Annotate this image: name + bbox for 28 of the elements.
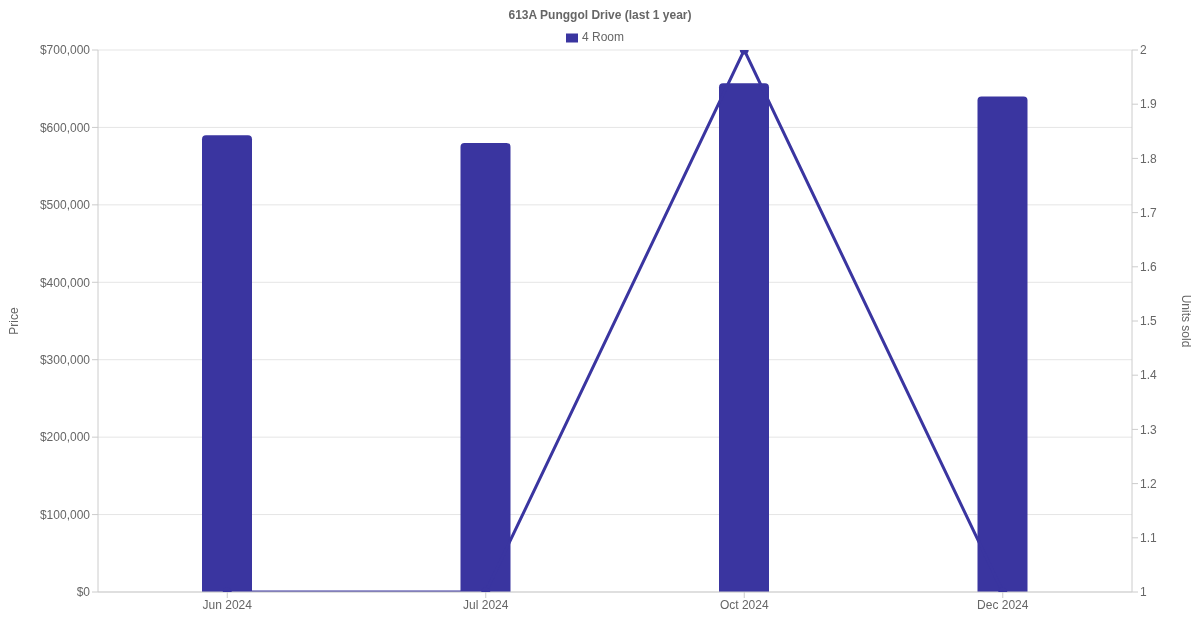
y2-tick-label: 1.7 — [1140, 205, 1158, 220]
y2-tick-label: 1.4 — [1140, 368, 1158, 383]
x-tick-label: Oct 2024 — [719, 597, 769, 612]
x-tick-label: Dec 2024 — [977, 597, 1029, 612]
y2-tick-label: 1.3 — [1140, 422, 1158, 437]
y-tick-label: $400,000 — [39, 275, 91, 290]
chart-title: 613A Punggol Drive (last 1 year) — [507, 8, 693, 24]
y2-tick-label: 1 — [1140, 585, 1147, 600]
y-axis-title: Price — [7, 307, 22, 335]
y2-tick-label: 1.2 — [1140, 476, 1158, 491]
legend-label: 4 Room — [581, 30, 625, 44]
y2-tick-label: 1.5 — [1140, 314, 1158, 329]
x-tick-label: Jul 2024 — [463, 597, 509, 612]
y2-tick-label: 2 — [1140, 43, 1147, 58]
y2-tick-label: 1.9 — [1140, 97, 1158, 112]
y-tick-label: $200,000 — [39, 430, 91, 445]
y2-axis-title: Units sold — [1178, 294, 1193, 348]
y2-tick-label: 1.6 — [1140, 260, 1158, 275]
y2-tick-label: 1.8 — [1140, 151, 1158, 166]
y-tick-label: $0 — [76, 585, 91, 600]
y-tick-label: $100,000 — [39, 507, 91, 522]
bar — [202, 135, 252, 592]
y-tick-label: $700,000 — [39, 43, 91, 58]
y-tick-label: $500,000 — [39, 198, 91, 213]
y-tick-label: $600,000 — [39, 120, 91, 135]
y2-tick-label: 1.1 — [1140, 531, 1158, 546]
y-tick-label: $300,000 — [39, 352, 91, 367]
x-tick-label: Jun 2024 — [202, 597, 253, 612]
